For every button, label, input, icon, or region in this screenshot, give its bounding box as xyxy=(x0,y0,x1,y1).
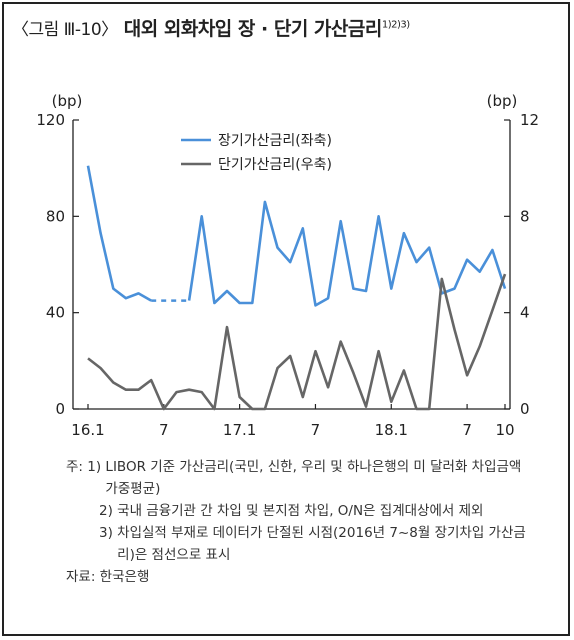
right-tick-label: 8 xyxy=(520,207,530,225)
right-tick-label: 12 xyxy=(520,111,539,129)
figure-title-sup: 1)2)3) xyxy=(381,19,410,31)
note-2-text: 국내 금융기관 간 차입 및 본지점 차입, O/N은 집계대상에서 제외 xyxy=(117,503,484,519)
x-tick-label: 10 xyxy=(495,421,514,439)
note-1: 주: 1) LIBOR 기준 가산금리(국민, 신한, 우리 및 하나은행의 미… xyxy=(66,456,536,500)
x-tick-label: 17.1 xyxy=(223,421,256,439)
note-1-text: LIBOR 기준 가산금리(국민, 신한, 우리 및 하나은행의 미 달러화 차… xyxy=(105,459,522,497)
note-3-text: 차입실적 부재로 데이터가 단절된 시점(2016년 7~8월 장기차입 가산금… xyxy=(117,525,526,563)
left-tick-label: 80 xyxy=(46,207,65,225)
x-tick-label: 7 xyxy=(462,421,472,439)
left-tick-label: 0 xyxy=(55,400,65,418)
figure-label: 〈그림 Ⅲ-10〉 xyxy=(12,20,118,40)
left-tick-label: 40 xyxy=(46,304,65,322)
legend-label-2: 단기가산금리(우축) xyxy=(218,157,332,173)
series-1-line xyxy=(187,200,507,307)
chart-legend: 장기가산금리(좌축) 단기가산금리(우축) xyxy=(181,133,332,173)
notes: 주: 1) LIBOR 기준 가산금리(국민, 신한, 우리 및 하나은행의 미… xyxy=(66,456,536,588)
note-2: 2) 국내 금융기관 간 차입 및 본지점 차입, O/N은 집계대상에서 제외 xyxy=(66,500,536,522)
figure-title: 〈그림 Ⅲ-10〉 대외 외화차입 장 · 단기 가산금리1)2)3) xyxy=(12,14,410,41)
source-note: 자료: 한국은행 xyxy=(66,569,150,585)
x-tick-label: 18.1 xyxy=(375,421,408,439)
right-unit-label: (bp) xyxy=(487,92,518,110)
x-tick-label: 7 xyxy=(311,421,321,439)
x-tick-label: 16.1 xyxy=(71,421,104,439)
figure-title-text: 대외 외화차입 장 · 단기 가산금리 xyxy=(123,18,383,40)
left-unit-label: (bp) xyxy=(52,92,83,110)
series-2-line xyxy=(87,273,507,411)
legend-label-1: 장기가산금리(좌축) xyxy=(218,133,332,149)
chart-axes: (bp) (bp) 0 40 80 120 0 4 8 12 16.1 7 17.1 7 18.1 7 10 xyxy=(36,92,539,439)
right-tick-label: 0 xyxy=(520,400,530,418)
chart: (bp) (bp) 0 40 80 120 0 4 8 12 16.1 7 17.1 7 18.1 7 10 장… xyxy=(36,92,539,439)
note-2-prefix: 2) xyxy=(99,503,118,519)
note-3: 3) 차입실적 부재로 데이터가 단절된 시점(2016년 7~8월 장기차입 … xyxy=(66,522,536,566)
note-3-prefix: 3) xyxy=(99,525,118,541)
x-tick-label: 7 xyxy=(159,421,169,439)
right-tick-label: 4 xyxy=(520,304,530,322)
note-1-prefix: 주: 1) xyxy=(66,459,106,475)
series-1-line xyxy=(86,165,152,302)
left-tick-label: 120 xyxy=(36,111,65,129)
chart-lines xyxy=(86,165,507,411)
